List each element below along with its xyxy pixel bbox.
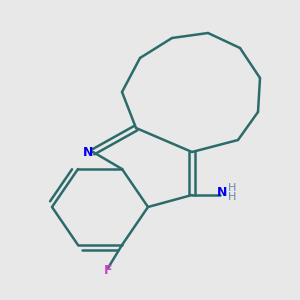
Text: H: H bbox=[228, 192, 236, 203]
Text: N: N bbox=[217, 185, 228, 199]
Text: F: F bbox=[104, 264, 112, 277]
Text: N: N bbox=[82, 146, 93, 158]
Text: H: H bbox=[228, 183, 236, 194]
